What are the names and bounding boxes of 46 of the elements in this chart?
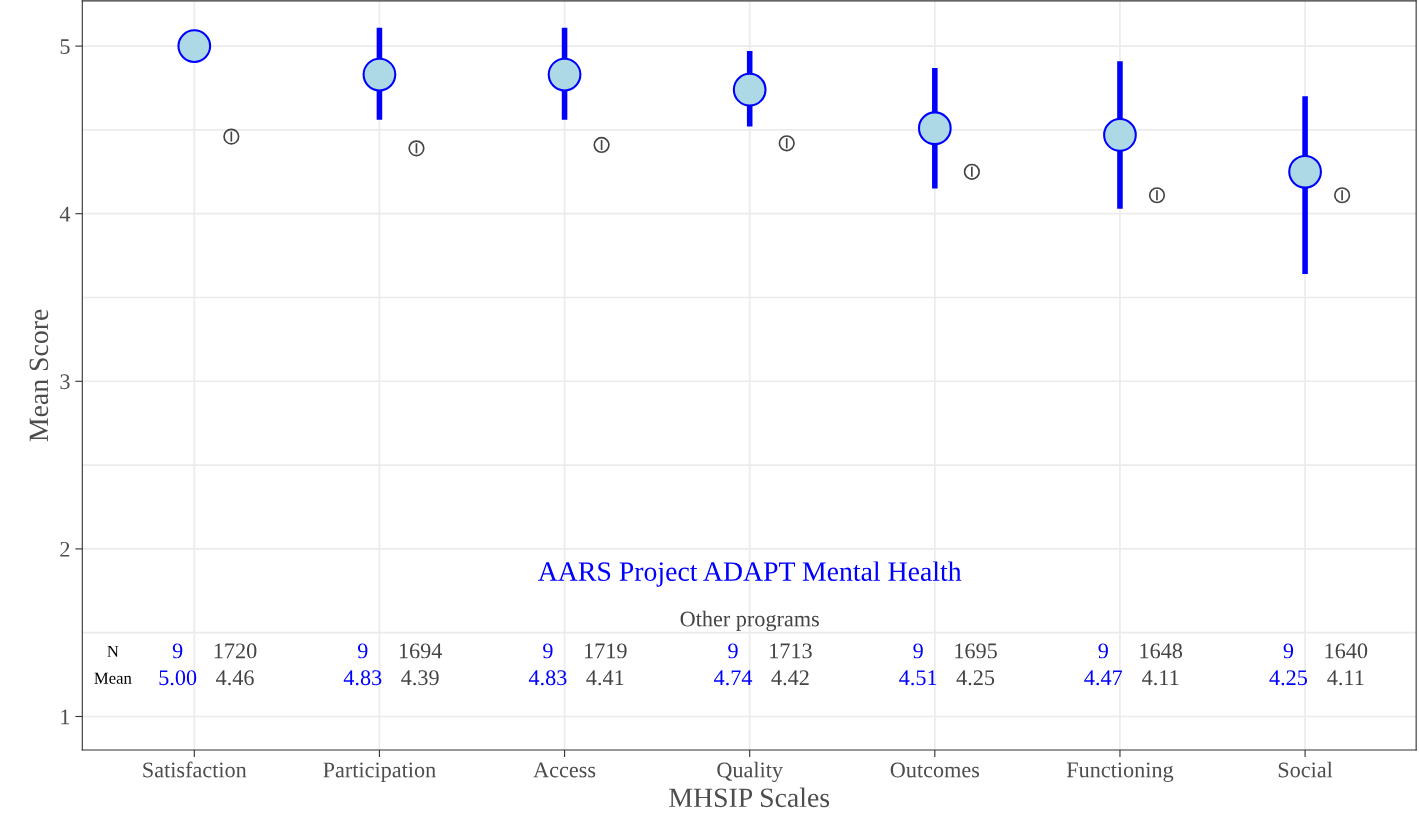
annotation: 4.25 bbox=[1269, 670, 1307, 686]
annotation: 4.39 bbox=[401, 670, 439, 686]
annotation: 4.83 bbox=[343, 670, 382, 686]
annotation: Mean bbox=[94, 672, 132, 684]
annotation: 4.51 bbox=[899, 670, 937, 686]
annotation: 4.25 bbox=[956, 670, 995, 686]
x-tick-label: Functioning bbox=[1066, 762, 1174, 782]
x-tick-label: Quality bbox=[717, 761, 783, 783]
annotation: 1720 bbox=[214, 643, 257, 659]
annotation: 5.00 bbox=[159, 670, 197, 686]
annotation: 9 bbox=[357, 643, 368, 659]
annotation: 4.83 bbox=[528, 670, 567, 686]
y-tick-label: 4 bbox=[59, 206, 71, 222]
y-tick-label: 2 bbox=[60, 541, 70, 557]
annotation: 9 bbox=[913, 643, 923, 659]
annotation: 1694 bbox=[399, 643, 443, 659]
annotation: N bbox=[107, 645, 119, 657]
x-tick-label: Access bbox=[533, 762, 596, 778]
annotation: 4.11 bbox=[1142, 670, 1179, 686]
x-tick-label: Social bbox=[1278, 761, 1333, 778]
annotation: 1695 bbox=[955, 643, 997, 659]
annotation: 9 bbox=[172, 643, 183, 659]
y-tick-label: 1 bbox=[61, 709, 70, 725]
annotation: 4.42 bbox=[771, 670, 809, 686]
annotation: 4.46 bbox=[216, 670, 254, 686]
annotation: 4.41 bbox=[586, 670, 624, 686]
annotation: 1713 bbox=[770, 643, 812, 659]
x-tick-label: Satisfaction bbox=[143, 761, 247, 778]
annotation: 4.11 bbox=[1327, 670, 1364, 686]
annotation: 1648 bbox=[1140, 643, 1183, 659]
x-tick-label: Participation bbox=[323, 762, 436, 782]
annotation: 4.74 bbox=[714, 670, 753, 686]
x-tick-label: Outcomes bbox=[890, 762, 980, 778]
text: AARS Project ADAPT Mental Health bbox=[538, 561, 962, 587]
annotation: 4.47 bbox=[1084, 670, 1123, 686]
y-axis-title: Mean Score bbox=[29, 309, 49, 442]
annotation: 9 bbox=[728, 643, 738, 659]
annotation: 1719 bbox=[585, 643, 627, 659]
text: Other programs bbox=[680, 610, 819, 632]
annotation: 9 bbox=[1098, 643, 1108, 659]
annotation: 1640 bbox=[1325, 643, 1368, 659]
annotation: 9 bbox=[543, 643, 553, 659]
x-axis-title: MHSIP Scales bbox=[669, 787, 830, 808]
y-tick-label: 5 bbox=[60, 39, 70, 55]
annotation: 9 bbox=[1283, 643, 1294, 659]
y-tick-label: 3 bbox=[60, 374, 70, 390]
